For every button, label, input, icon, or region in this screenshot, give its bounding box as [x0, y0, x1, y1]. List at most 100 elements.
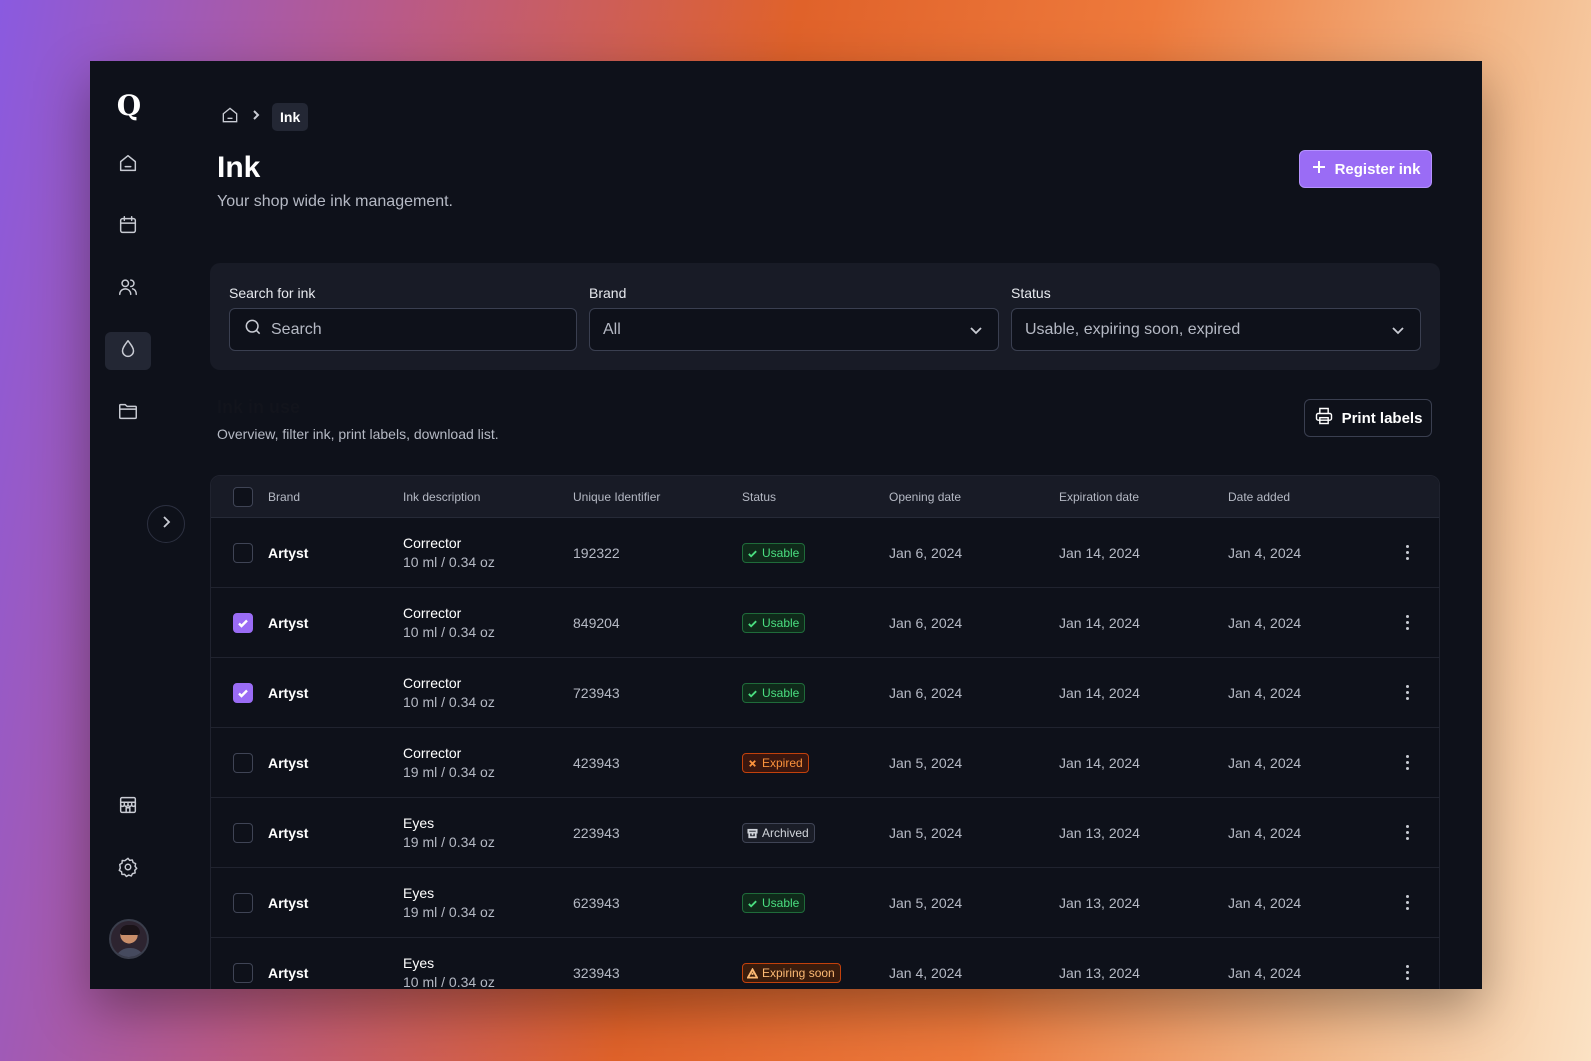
date-added-cell: Jan 4, 2024	[1228, 825, 1302, 841]
more-options-icon[interactable]	[1404, 825, 1410, 843]
select-all-checkbox[interactable]	[233, 487, 253, 507]
sidebar-item-settings[interactable]	[105, 850, 151, 888]
status-badge: Expiring soon	[742, 963, 841, 983]
folder-icon	[117, 400, 139, 427]
sidebar-item-calendar[interactable]	[105, 208, 151, 246]
app-logo[interactable]: Q	[116, 89, 142, 122]
sidebar-item-clients[interactable]	[105, 270, 151, 308]
sidebar-expand-button[interactable]	[147, 505, 185, 543]
expiration-date-cell: Jan 14, 2024	[1059, 685, 1140, 701]
row-checkbox[interactable]	[233, 613, 253, 633]
expiration-date-cell: Jan 13, 2024	[1059, 965, 1140, 981]
row-checkbox[interactable]	[233, 823, 253, 843]
table-row[interactable]: Artyst Eyes 19 ml / 0.34 oz 223943 Archived J…	[211, 798, 1439, 868]
check-icon	[747, 618, 758, 629]
brand-cell: Artyst	[268, 615, 309, 631]
more-options-icon[interactable]	[1404, 545, 1410, 563]
sidebar-item-shop[interactable]	[105, 788, 151, 826]
sidebar-item-ink[interactable]	[105, 332, 151, 370]
status-badge: Usable	[742, 543, 806, 563]
page-title: Ink	[217, 151, 261, 184]
ink-size: 10 ml / 0.34 oz	[403, 554, 495, 570]
expiration-date-cell: Jan 13, 2024	[1059, 825, 1140, 841]
uid-cell: 423943	[573, 755, 620, 771]
more-options-icon[interactable]	[1404, 895, 1410, 913]
brand-cell: Artyst	[268, 685, 309, 701]
warning-icon	[747, 967, 758, 979]
chevron-down-icon	[968, 322, 984, 343]
expiration-date-cell: Jan 14, 2024	[1059, 755, 1140, 771]
table-row[interactable]: Artyst Corrector 10 ml / 0.34 oz 849204 Usab…	[211, 588, 1439, 658]
opening-date-cell: Jan 6, 2024	[889, 685, 963, 701]
ink-size: 19 ml / 0.34 oz	[403, 904, 495, 920]
date-added-cell: Jan 4, 2024	[1228, 965, 1302, 981]
row-checkbox[interactable]	[233, 753, 253, 773]
brand-cell: Artyst	[268, 965, 309, 981]
description-cell: Eyes 19 ml / 0.34 oz	[403, 885, 495, 920]
status-badge: Usable	[742, 893, 806, 913]
search-icon	[243, 317, 263, 342]
search-label: Search for ink	[229, 285, 316, 301]
status-label: Archived	[762, 826, 809, 840]
table-row[interactable]: Artyst Eyes 19 ml / 0.34 oz 623943 Usable Jan…	[211, 868, 1439, 938]
status-select[interactable]: Usable, expiring soon, expired	[1011, 308, 1421, 351]
print-labels-button[interactable]: Print labels	[1304, 399, 1432, 437]
date-added-cell: Jan 4, 2024	[1228, 685, 1302, 701]
uid-cell: 192322	[573, 545, 620, 561]
status-badge: Expired	[742, 753, 809, 773]
brand-select[interactable]: All	[589, 308, 999, 351]
filter-panel: Search for ink Search Brand All Status U…	[210, 263, 1440, 370]
check-icon	[747, 688, 758, 699]
column-header[interactable]: Opening date	[889, 490, 962, 504]
chevron-right-icon	[250, 108, 262, 126]
ink-name: Corrector	[403, 675, 462, 691]
table-row[interactable]: Artyst Eyes 10 ml / 0.34 oz 323943 Expiring …	[211, 938, 1439, 989]
ink-name: Corrector	[403, 605, 462, 621]
uid-cell: 323943	[573, 965, 620, 981]
description-cell: Corrector 10 ml / 0.34 oz	[403, 605, 495, 640]
column-header[interactable]: Date added	[1228, 490, 1291, 504]
row-checkbox[interactable]	[233, 963, 253, 983]
date-added-cell: Jan 4, 2024	[1228, 545, 1302, 561]
sidebar-item-home[interactable]	[105, 146, 151, 184]
search-placeholder: Search	[271, 320, 322, 338]
column-header[interactable]: Expiration date	[1059, 490, 1140, 504]
chevron-down-icon	[1390, 322, 1406, 343]
register-ink-button[interactable]: Register ink	[1299, 150, 1432, 188]
calendar-icon	[117, 214, 139, 241]
description-cell: Corrector 10 ml / 0.34 oz	[403, 535, 495, 570]
ink-name: Corrector	[403, 535, 462, 551]
app-window: Q Ink Ink Your sh	[90, 61, 1482, 989]
breadcrumb-current[interactable]: Ink	[272, 103, 309, 131]
column-header[interactable]: Brand	[268, 490, 301, 504]
row-checkbox[interactable]	[233, 683, 253, 703]
status-label: Status	[1011, 285, 1051, 301]
more-options-icon[interactable]	[1404, 965, 1410, 983]
status-label: Usable	[762, 546, 800, 560]
row-checkbox[interactable]	[233, 543, 253, 563]
column-header[interactable]: Status	[742, 490, 777, 504]
brand-cell: Artyst	[268, 755, 309, 771]
table-row[interactable]: Artyst Corrector 10 ml / 0.34 oz 192322 Usab…	[211, 518, 1439, 588]
breadcrumb-home-icon[interactable]	[220, 105, 240, 130]
expiration-date-cell: Jan 14, 2024	[1059, 545, 1140, 561]
more-options-icon[interactable]	[1404, 685, 1410, 703]
column-header[interactable]: Ink description	[403, 490, 481, 504]
avatar[interactable]	[109, 919, 149, 959]
ink-name: Corrector	[403, 745, 462, 761]
search-input[interactable]: Search	[229, 308, 577, 351]
ink-size: 19 ml / 0.34 oz	[403, 764, 495, 780]
table-row[interactable]: Artyst Corrector 10 ml / 0.34 oz 723943 Usab…	[211, 658, 1439, 728]
column-header[interactable]: Unique Identifier	[573, 490, 661, 504]
table-row[interactable]: Artyst Corrector 19 ml / 0.34 oz 423943 Expi…	[211, 728, 1439, 798]
opening-date-cell: Jan 5, 2024	[889, 895, 963, 911]
more-options-icon[interactable]	[1404, 755, 1410, 773]
status-label: Usable	[762, 896, 800, 910]
row-checkbox[interactable]	[233, 893, 253, 913]
ink-drop-icon	[117, 338, 139, 365]
sidebar-item-files[interactable]	[105, 394, 151, 432]
ink-name: Eyes	[403, 815, 435, 831]
more-options-icon[interactable]	[1404, 615, 1410, 633]
register-ink-label: Register ink	[1334, 160, 1421, 178]
store-icon	[117, 794, 139, 821]
